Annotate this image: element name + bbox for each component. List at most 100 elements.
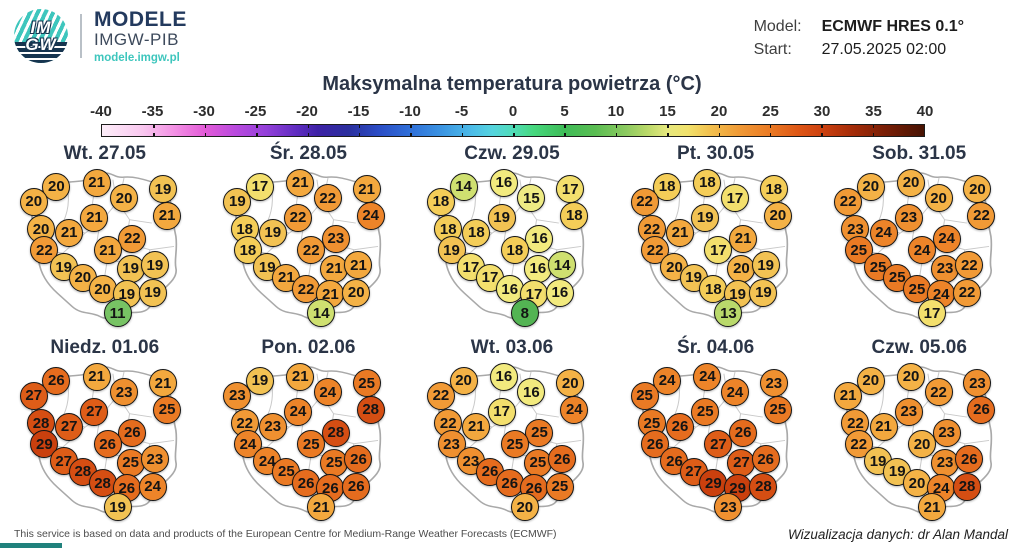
- colorbar-tick-mark: [769, 125, 772, 128]
- temp-badge: 22: [630, 187, 659, 216]
- colorbar-tick-mark: [615, 125, 618, 128]
- header: IM GW MODELE IMGW-PIB modele.imgw.pl: [14, 8, 187, 64]
- map-cell: Pon. 02.06 19 21 23 24 25 22 24 28 23 28 24 25 24 25 2…: [207, 335, 411, 529]
- colorbar-tick-mark: [718, 133, 720, 136]
- temperature-badge-layer: 20 20 21 22 23 22 23 26 21 23 22 20 19 23 26 19 20 24 28 21: [817, 335, 1021, 529]
- temp-badge: 20: [110, 184, 139, 213]
- colorbar-tick-mark: [307, 125, 309, 128]
- footer-ecmwf-note: This service is based on data and produc…: [14, 528, 557, 540]
- temp-badge: 28: [953, 472, 982, 501]
- map-cell: Niedz. 01.06 26 21 27 23 21 28 27 25 27 26 29 26 27 2…: [3, 335, 207, 529]
- temp-badge: 26: [751, 445, 780, 474]
- temp-badge: 21: [149, 369, 178, 398]
- colorbar-tick-mark: [256, 133, 258, 136]
- temp-badge: 21: [82, 168, 111, 197]
- temp-badge: 19: [149, 175, 178, 204]
- temperature-badge-layer: 26 21 27 23 21 28 27 25 27 26 29 26 27 25 23 28 28 26 24 19: [3, 335, 207, 529]
- temperature-badge-layer: 19 21 23 24 25 22 24 28 23 28 24 25 24 25 26 25 26 26 26 21: [207, 335, 411, 529]
- temp-badge: 24: [932, 224, 961, 253]
- temperature-badge-layer: 14 16 18 15 17 18 19 18 18 16 19 18 17 16 14 17 16 17 16 8: [410, 141, 614, 335]
- temp-badge: 28: [321, 418, 350, 447]
- temp-badge: 16: [545, 278, 574, 307]
- map-cell: Czw. 05.06 20 20 21 22 23 22 23 26 21 23 22 20 19 23 2…: [817, 335, 1021, 529]
- temp-badge: 28: [88, 469, 117, 498]
- temp-badge: 26: [495, 469, 524, 498]
- temperature-colorbar: -40 -35 -30 -25 -20 -15 -10 -5 0 5 10 15 20 25 30 35 40: [90, 103, 933, 137]
- temp-badge: 8: [510, 299, 539, 328]
- map-day-label: Śr. 04.06: [677, 337, 755, 358]
- colorbar-tick-label: -10: [399, 103, 421, 120]
- temperature-badge-layer: 20 20 22 20 20 23 23 22 24 24 25 24 25 23 22 25 25 24 22 17: [817, 141, 1021, 335]
- temp-badge: 20: [897, 362, 926, 391]
- temp-badge: 26: [292, 469, 321, 498]
- bottom-accent-bar: [0, 543, 62, 548]
- temp-badge: 17: [720, 184, 749, 213]
- colorbar-tick-mark: [564, 125, 566, 128]
- colorbar-tick-label: -25: [244, 103, 267, 120]
- colorbar-tick-mark: [667, 125, 669, 128]
- temp-badge: 26: [955, 445, 984, 474]
- map-cell: Sob. 31.05 20 20 22 20 20 23 23 22 24 24 25 24 25 23 2…: [817, 141, 1021, 335]
- temp-badge: 25: [630, 381, 659, 410]
- temp-badge: 24: [693, 362, 722, 391]
- map-cell: Pt. 30.05 18 18 22 17 18 22 19 20 21 21 22 17 20 20 19…: [614, 141, 818, 335]
- temp-badge: 17: [918, 299, 947, 328]
- temp-badge: 20: [42, 172, 71, 201]
- temp-badge: 22: [641, 236, 670, 265]
- temp-badge: 20: [763, 201, 792, 230]
- temp-badge: 20: [88, 275, 117, 304]
- colorbar-tick-label: -5: [454, 103, 469, 120]
- temperature-badge-layer: 20 21 20 20 19 20 21 21 21 22 22 21 19 19 19 20 20 19 19 11: [3, 141, 207, 335]
- temp-badge: 26: [548, 445, 577, 474]
- temp-badge: 22: [924, 378, 953, 407]
- map-cell: Wt. 03.06 20 16 22 16 20 22 17 24 21 25 23 25 23 25 26…: [410, 335, 614, 529]
- colorbar-tick-mark: [358, 125, 361, 128]
- colorbar-tick-label: -20: [296, 103, 318, 120]
- start-label: Start:: [753, 41, 792, 58]
- temp-badge: 21: [153, 201, 182, 230]
- temp-badge: 21: [307, 493, 336, 522]
- temp-badge: 26: [93, 430, 122, 459]
- temp-badge: 20: [449, 366, 478, 395]
- temp-badge: 21: [80, 203, 109, 232]
- map-cell: Czw. 29.05 14 16 18 15 17 18 19 18 18 16 19 18 17 16 1…: [410, 141, 614, 335]
- temp-badge: 18: [699, 275, 728, 304]
- temp-badge: 25: [691, 397, 720, 426]
- temp-badge: 24: [356, 201, 385, 230]
- temp-badge: 24: [284, 397, 312, 426]
- temp-badge: 23: [140, 445, 169, 474]
- colorbar-tick-labels: -40 -35 -30 -25 -20 -15 -10 -5 0 5 10 15 20 25 30 35 40: [90, 103, 933, 122]
- temp-badge: 24: [720, 378, 749, 407]
- temp-badge: 24: [869, 218, 898, 247]
- temp-badge: 16: [525, 224, 554, 253]
- start-value: 27.05.2025 02:00: [821, 41, 947, 58]
- temp-badge: 23: [931, 448, 960, 477]
- temp-badge: 14: [307, 299, 336, 328]
- temp-badge: 22: [953, 278, 982, 307]
- colorbar-tick-label: 10: [607, 103, 625, 120]
- temp-badge: 18: [233, 236, 262, 265]
- colorbar-gradient: [101, 124, 925, 137]
- colorbar-tick-mark: [410, 133, 412, 136]
- temp-badge: 21: [320, 254, 349, 283]
- temp-badge: 22: [426, 381, 455, 410]
- colorbar-tick-mark: [358, 133, 361, 136]
- logo-text-im: IM: [30, 18, 52, 37]
- temp-badge: 19: [223, 187, 252, 216]
- temp-badge: 23: [759, 369, 788, 398]
- temp-badge: 21: [93, 236, 122, 265]
- map-day-label: Niedz. 01.06: [50, 337, 160, 358]
- colorbar-tick-label: 40: [916, 103, 934, 120]
- page-title: Maksymalna temperatura powietrza (°C): [322, 73, 702, 95]
- temp-badge: 19: [103, 493, 132, 522]
- footer-credit: Wizualizacja danych: dr Alan Mandal: [788, 527, 1008, 542]
- model-value: ECMWF HRES 0.1°: [821, 18, 964, 35]
- colorbar-tick-mark: [667, 133, 669, 136]
- temp-badge: 25: [116, 448, 145, 477]
- temp-badge: 20: [856, 366, 885, 395]
- temp-badge: 23: [931, 254, 960, 283]
- logo-url-link[interactable]: modele.imgw.pl: [94, 52, 180, 64]
- temp-badge: 19: [437, 236, 466, 265]
- temp-badge: 19: [864, 447, 893, 476]
- temp-badge: 27: [55, 412, 84, 441]
